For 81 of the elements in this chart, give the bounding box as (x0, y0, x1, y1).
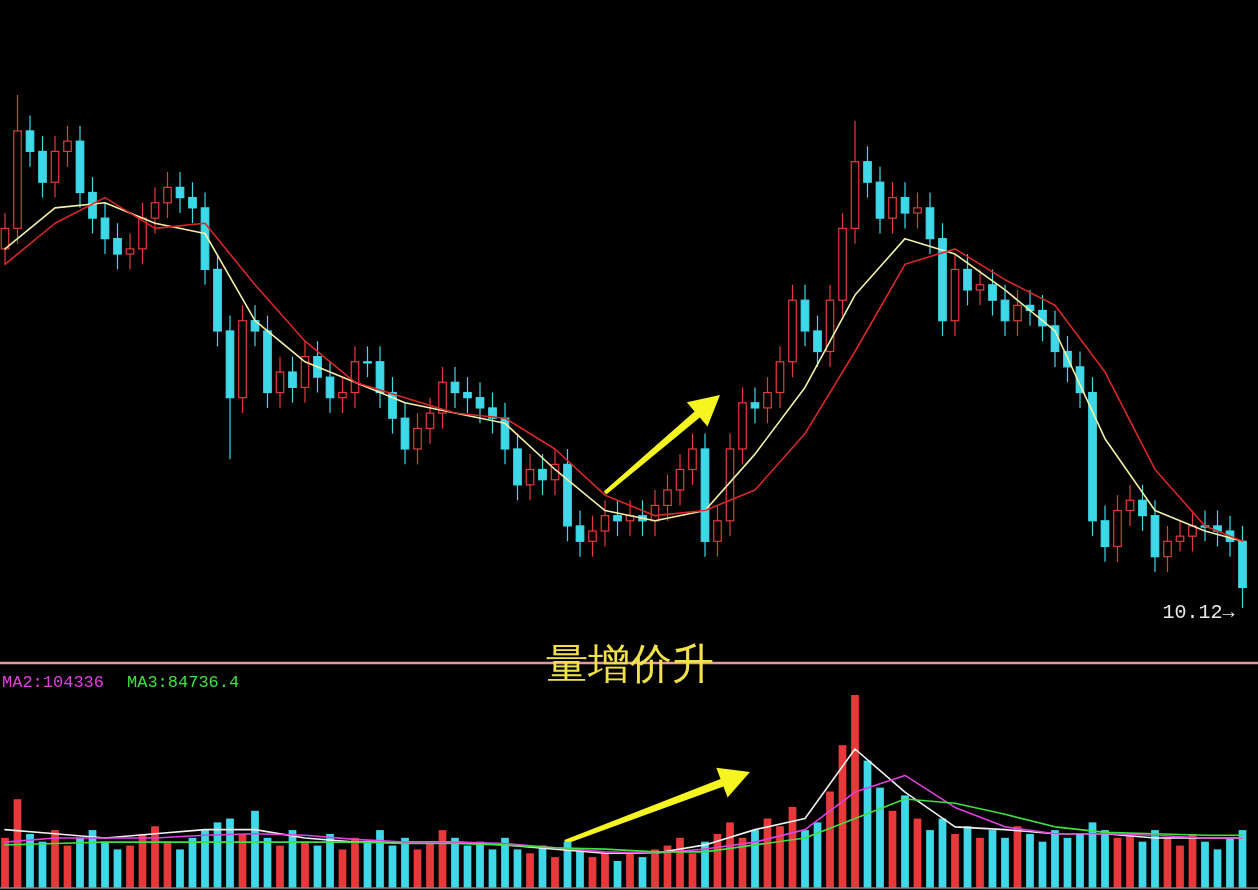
candlestick (25, 114, 35, 168)
bar (176, 849, 184, 888)
text: MA2:104336 (2, 673, 105, 692)
bar (276, 845, 284, 888)
bar (1026, 833, 1034, 888)
candlestick (1100, 504, 1110, 563)
bar (926, 830, 934, 888)
bar (1001, 837, 1009, 888)
bar (776, 826, 784, 888)
bar (51, 830, 59, 888)
bar (501, 837, 509, 888)
bar (951, 833, 959, 888)
bar (126, 845, 134, 888)
text: MA3:84736.4 (127, 673, 240, 692)
candlestick (275, 356, 285, 409)
bar (601, 853, 609, 888)
bar (826, 791, 834, 888)
bar (876, 787, 884, 888)
bar (151, 826, 159, 888)
candlestick (950, 253, 960, 337)
candlestick (100, 202, 110, 255)
candlestick (50, 135, 60, 199)
candlestick (925, 191, 935, 255)
candlestick (900, 181, 910, 229)
candlestick (175, 171, 185, 214)
bar (1226, 837, 1234, 888)
bar (676, 837, 684, 888)
bar (1151, 830, 1159, 888)
candlestick (425, 397, 435, 445)
bar (351, 837, 359, 888)
candlestick (475, 381, 485, 424)
bar (226, 818, 234, 888)
candlestick (450, 366, 460, 409)
bar (1101, 830, 1109, 888)
candlestick (400, 402, 410, 465)
bar (1076, 833, 1084, 888)
bar (526, 853, 534, 888)
bar (26, 833, 34, 888)
candlestick (225, 314, 235, 460)
annotation: 10.12→ (1162, 601, 1235, 624)
candlestick (675, 453, 685, 506)
bar (376, 830, 384, 888)
bar (751, 830, 759, 888)
candlestick (525, 453, 535, 501)
bar (426, 841, 434, 888)
candlestick (1125, 484, 1135, 527)
bar (1126, 833, 1134, 888)
candlestick (800, 284, 810, 347)
candlestick (850, 120, 860, 245)
bar (801, 830, 809, 888)
bar (301, 841, 309, 888)
bar (76, 837, 84, 888)
bar (326, 833, 334, 888)
bar (726, 822, 734, 888)
bar (101, 841, 109, 888)
candlestick (600, 499, 610, 548)
candlestick (125, 232, 135, 271)
bar (1051, 830, 1059, 888)
bar (551, 857, 559, 888)
candlestick (775, 345, 785, 409)
bar (1176, 845, 1184, 888)
bar (576, 849, 584, 888)
candlestick (750, 386, 760, 424)
bar (451, 837, 459, 888)
candlestick (1150, 499, 1160, 573)
bar (626, 853, 634, 888)
bar (851, 695, 859, 888)
bar (401, 837, 409, 888)
candlestick (575, 509, 585, 558)
candlestick (75, 125, 85, 209)
bar (251, 810, 259, 888)
bar (201, 830, 209, 888)
bar (1, 837, 9, 888)
candlestick (975, 268, 985, 306)
bar (1201, 841, 1209, 888)
candlestick (150, 186, 160, 235)
candlestick (875, 166, 885, 235)
bar (901, 795, 909, 888)
candlestick (700, 432, 710, 558)
bar (976, 837, 984, 888)
bar (651, 849, 659, 888)
